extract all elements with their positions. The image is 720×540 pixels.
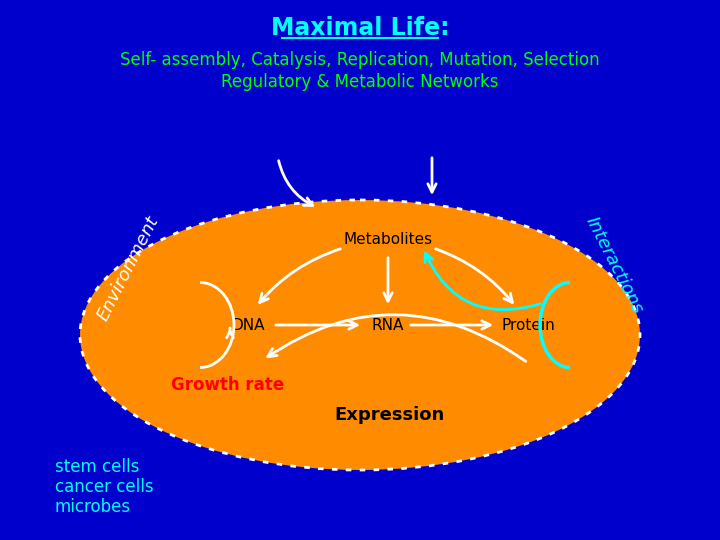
Text: Protein: Protein xyxy=(501,318,555,333)
Text: Regulatory & Metabolic Networks: Regulatory & Metabolic Networks xyxy=(221,73,499,91)
Text: Self- assembly, Catalysis, Replication, Mutation, Selection: Self- assembly, Catalysis, Replication, … xyxy=(120,51,600,69)
Text: Growth rate: Growth rate xyxy=(171,376,284,394)
Text: microbes: microbes xyxy=(55,498,131,516)
Text: Environment: Environment xyxy=(94,213,162,323)
Text: cancer cells: cancer cells xyxy=(55,478,153,496)
Text: RNA: RNA xyxy=(372,318,404,333)
Text: Metabolites: Metabolites xyxy=(343,233,433,247)
Ellipse shape xyxy=(80,200,640,470)
Text: Expression: Expression xyxy=(335,406,445,424)
Text: Maximal Life:: Maximal Life: xyxy=(271,16,449,40)
Text: stem cells: stem cells xyxy=(55,458,140,476)
Text: Interactions: Interactions xyxy=(582,213,647,316)
Text: DNA: DNA xyxy=(231,318,265,333)
